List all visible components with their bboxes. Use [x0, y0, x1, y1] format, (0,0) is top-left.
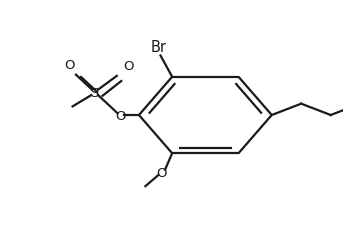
- Text: Br: Br: [151, 40, 167, 55]
- Text: S: S: [91, 86, 99, 99]
- Text: O: O: [64, 59, 74, 72]
- Text: O: O: [115, 109, 126, 122]
- Text: O: O: [124, 60, 134, 73]
- Text: O: O: [156, 166, 167, 179]
